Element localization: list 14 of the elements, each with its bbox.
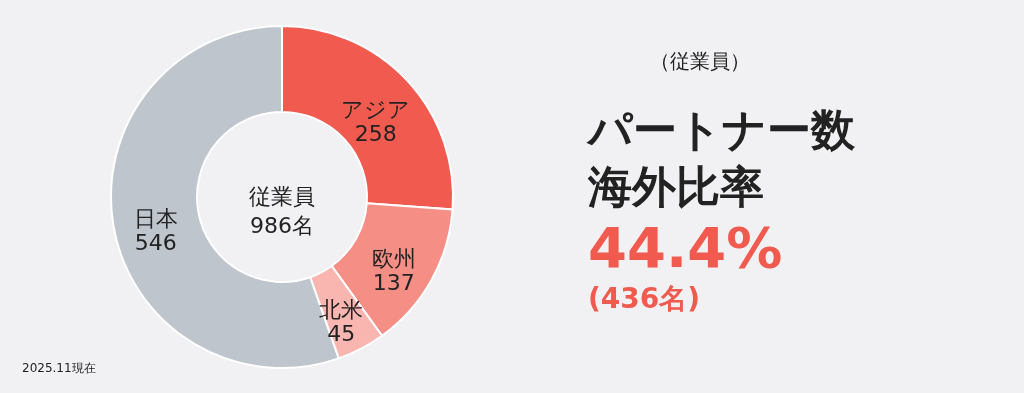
text: 44.4% (588, 215, 783, 280)
text: 従業員 986名 (249, 184, 315, 238)
data-label: 45 (327, 321, 356, 347)
slice-label: 北米 (319, 297, 364, 323)
slice-label: アジア (341, 96, 411, 122)
data-label: 258 (354, 120, 397, 146)
text: （従業員） (650, 49, 750, 73)
text: パートナー数海外比率 (586, 104, 856, 213)
slice-label: 日本 (133, 205, 178, 231)
data-label: 137 (372, 270, 415, 296)
slice-label: 欧州 (371, 246, 416, 272)
text: 2025.11現在 (22, 361, 96, 375)
data-label: 546 (134, 229, 177, 255)
text: (436名) (588, 282, 701, 315)
